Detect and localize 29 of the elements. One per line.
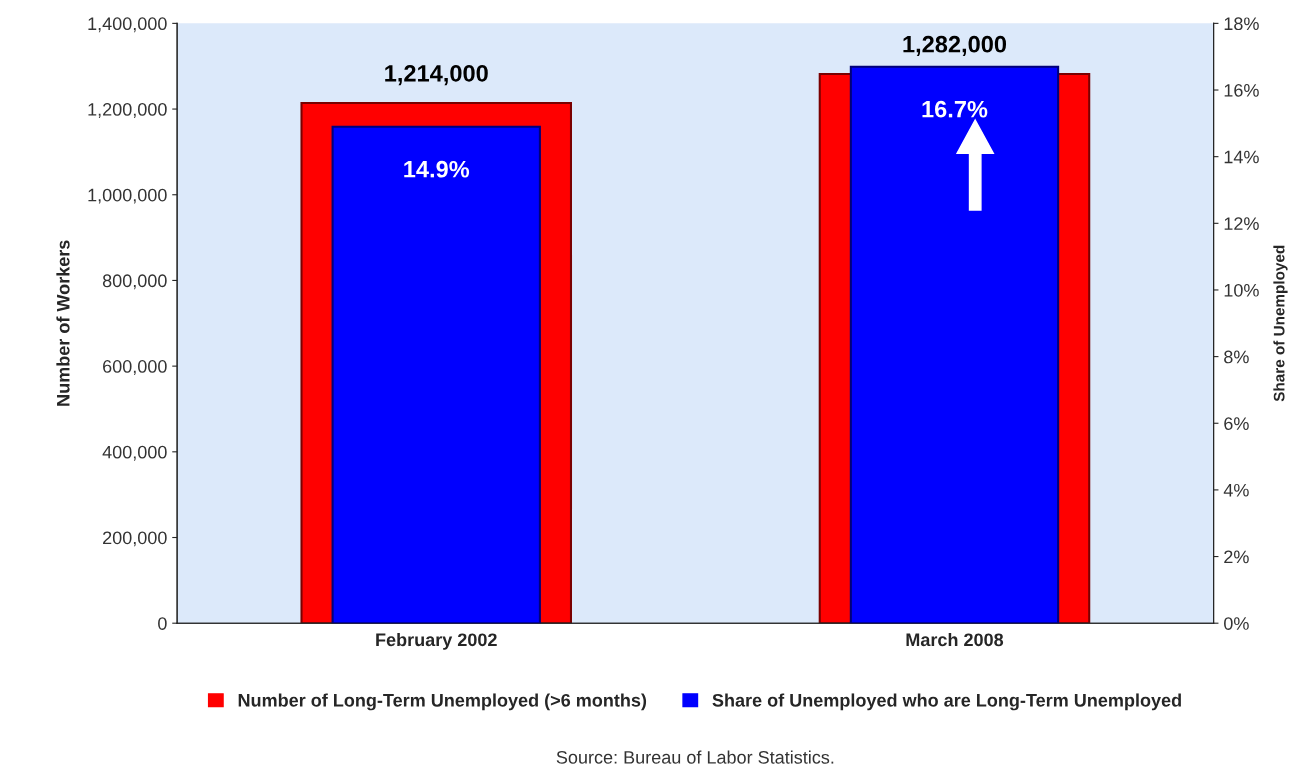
legend-label: Number of Long-Term Unemployed (>6 months) xyxy=(238,693,647,711)
data-label: 1,214,000 xyxy=(385,65,488,86)
y-tick-label: 1,200,000 xyxy=(88,102,167,118)
y2-tick-label: 18% xyxy=(1224,17,1259,31)
source-note: Source: Bureau of Labor Statistics. xyxy=(556,750,834,764)
data-label: 14.9% xyxy=(404,160,470,178)
y-tick-label: 1,400,000 xyxy=(88,17,167,33)
x-tick-label: February 2002 xyxy=(376,632,497,650)
y2-tick-label: 10% xyxy=(1224,283,1259,297)
y-tick-label: 200,000 xyxy=(103,531,167,547)
x-tick-label: March 2008 xyxy=(906,632,1004,647)
data-label: 16.7% xyxy=(922,100,988,118)
legend-label: Share of Unemployed who are Long-Term Unemployed xyxy=(712,693,1181,711)
y2-tick-label: 0% xyxy=(1224,617,1249,630)
y2-tick-label: 8% xyxy=(1224,350,1249,364)
y2-tick-label: 16% xyxy=(1224,83,1259,97)
y-tick-label: 800,000 xyxy=(102,274,167,290)
data-label: 1,282,000 xyxy=(903,35,1007,57)
y2-tick-label: 12% xyxy=(1224,217,1259,230)
y-tick-label: 400,000 xyxy=(102,445,167,461)
y-axis-title: Number of Workers xyxy=(56,240,70,406)
y2-tick-label: 4% xyxy=(1223,483,1249,497)
y2-tick-label: 14% xyxy=(1224,150,1259,164)
y-tick-label: 600,000 xyxy=(103,360,167,375)
y2-tick-label: 2% xyxy=(1224,550,1249,564)
y2-axis-title: Share of Unemployed xyxy=(1273,245,1288,402)
y-tick-label: 0 xyxy=(158,617,167,630)
y-tick-label: 1,000,000 xyxy=(88,188,167,204)
y2-tick-label: 6% xyxy=(1224,417,1249,430)
